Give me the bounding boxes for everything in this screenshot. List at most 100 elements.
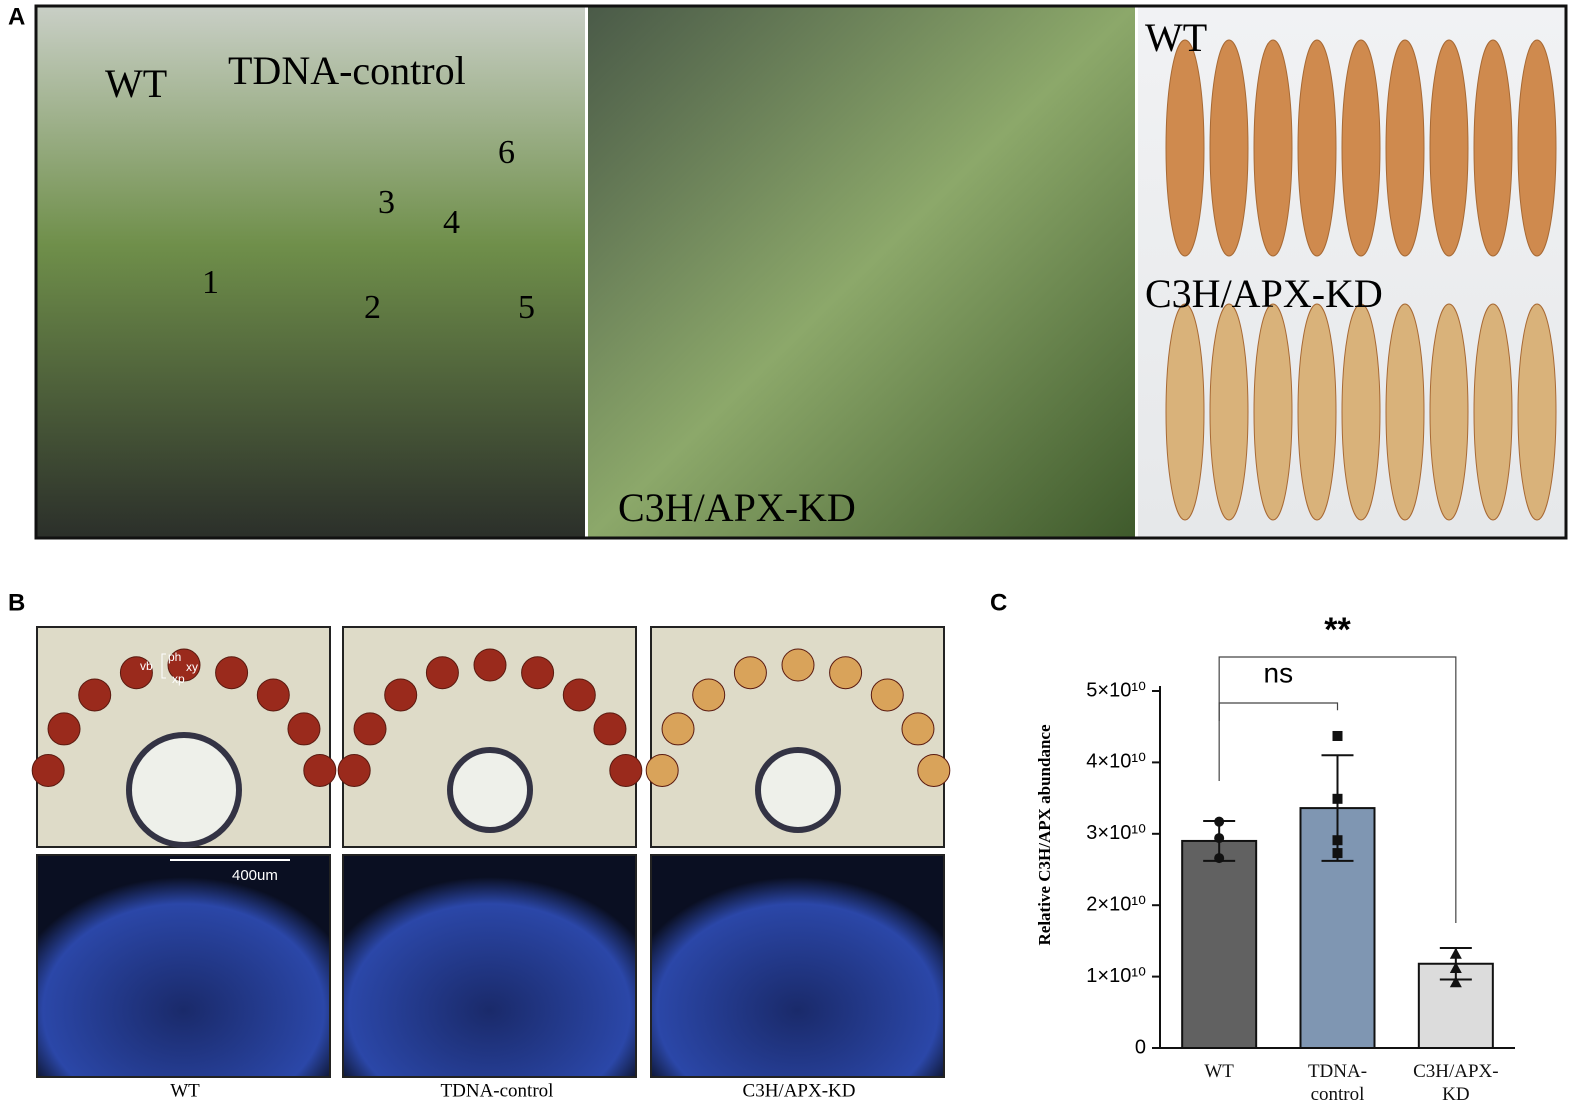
point bbox=[1214, 853, 1225, 864]
plant-number: 3 bbox=[378, 184, 395, 221]
bundle bbox=[645, 753, 679, 787]
bundle bbox=[473, 648, 507, 682]
bundle bbox=[31, 753, 65, 787]
bundle bbox=[901, 712, 935, 746]
seed bbox=[1473, 303, 1513, 521]
tissue-label: xy bbox=[186, 660, 198, 674]
bundle bbox=[303, 753, 337, 787]
micrographs bbox=[31, 626, 951, 1078]
scale-label: 400um bbox=[232, 867, 278, 884]
bundle bbox=[167, 648, 201, 682]
tissue-label: vb bbox=[140, 659, 153, 673]
point bbox=[1332, 848, 1343, 859]
seed bbox=[1297, 303, 1337, 521]
x-tick-label: TDNA-control bbox=[1307, 1061, 1368, 1105]
annotation: ns bbox=[1264, 657, 1294, 688]
point bbox=[1449, 976, 1462, 988]
caption: C3H/APX-KD bbox=[743, 1080, 856, 1101]
pith bbox=[755, 747, 841, 833]
bundle bbox=[425, 656, 459, 690]
seed bbox=[1385, 303, 1425, 521]
seed bbox=[1165, 39, 1205, 257]
y-tick-label: 1×10¹⁰ bbox=[1086, 965, 1146, 987]
seed bbox=[1341, 39, 1381, 257]
plant-number: 2 bbox=[364, 289, 381, 326]
seed bbox=[1341, 303, 1381, 521]
bundle bbox=[593, 712, 627, 746]
point bbox=[1332, 730, 1343, 741]
photo-label: WT bbox=[1145, 15, 1207, 60]
tissue-label: xp bbox=[172, 672, 185, 686]
tissue-label: ph bbox=[168, 650, 181, 664]
pith bbox=[447, 747, 533, 833]
plant-number: 6 bbox=[498, 134, 515, 171]
plant-number: 4 bbox=[443, 204, 460, 241]
seed bbox=[1429, 39, 1469, 257]
panel-letter: A bbox=[8, 3, 25, 30]
bundle bbox=[917, 753, 951, 787]
y-tick-label: 2×10¹⁰ bbox=[1086, 893, 1146, 915]
bundle bbox=[609, 753, 643, 787]
seed bbox=[1473, 39, 1513, 257]
plant-number: 1 bbox=[202, 264, 219, 301]
bracket bbox=[1218, 702, 1339, 721]
seed bbox=[1429, 303, 1469, 521]
point bbox=[1214, 833, 1225, 844]
bundle bbox=[829, 656, 863, 690]
x-tick-label: C3H/APX-KD bbox=[1413, 1061, 1499, 1105]
point bbox=[1332, 793, 1343, 804]
y-tick-label: 0 bbox=[1135, 1036, 1146, 1058]
plant-number: 5 bbox=[518, 289, 535, 326]
pith bbox=[126, 732, 242, 848]
bundle bbox=[47, 712, 81, 746]
panel-letter: C bbox=[990, 589, 1007, 616]
point bbox=[1449, 947, 1462, 959]
photo bbox=[588, 6, 1135, 538]
seeds bbox=[1165, 39, 1557, 521]
bundle bbox=[661, 712, 695, 746]
point bbox=[1214, 816, 1225, 827]
caption: WT bbox=[170, 1080, 200, 1101]
bundle bbox=[215, 656, 249, 690]
panel-letter: B bbox=[8, 589, 25, 616]
bundle bbox=[119, 656, 153, 690]
caption: TDNA-control bbox=[441, 1080, 554, 1101]
bundle bbox=[733, 656, 767, 690]
bar bbox=[1181, 839, 1258, 1049]
photo-label: C3H/APX-KD bbox=[1145, 271, 1383, 316]
bundle bbox=[781, 648, 815, 682]
seed bbox=[1297, 39, 1337, 257]
y-tick-label: 5×10¹⁰ bbox=[1086, 679, 1146, 701]
photo-label: WT bbox=[105, 61, 167, 106]
photo bbox=[36, 6, 585, 538]
seed bbox=[1517, 39, 1557, 257]
bundle bbox=[337, 753, 371, 787]
photo-border bbox=[34, 4, 1568, 540]
bundle bbox=[521, 656, 555, 690]
micrograph bbox=[650, 854, 945, 1078]
bundle bbox=[692, 678, 726, 712]
micrograph bbox=[36, 854, 331, 1078]
y-tick-label: 4×10¹⁰ bbox=[1086, 751, 1146, 773]
bundle bbox=[287, 712, 321, 746]
point bbox=[1449, 962, 1462, 974]
seed bbox=[1165, 303, 1205, 521]
bundle bbox=[562, 678, 596, 712]
bundle bbox=[870, 678, 904, 712]
bundle bbox=[384, 678, 418, 712]
x-tick-label: WT bbox=[1204, 1061, 1234, 1082]
seed bbox=[1385, 39, 1425, 257]
bundle bbox=[78, 678, 112, 712]
seed bbox=[1209, 303, 1249, 521]
seed bbox=[1253, 39, 1293, 257]
bracket bbox=[161, 653, 166, 679]
y-tick-label: 3×10¹⁰ bbox=[1086, 822, 1146, 844]
y-axis-label: Relative C3H/APX abundance bbox=[1035, 724, 1054, 945]
photo-label: TDNA-control bbox=[228, 48, 466, 93]
annotation: ** bbox=[1324, 611, 1351, 649]
seed bbox=[1253, 303, 1293, 521]
point bbox=[1332, 835, 1343, 846]
seed bbox=[1517, 303, 1557, 521]
